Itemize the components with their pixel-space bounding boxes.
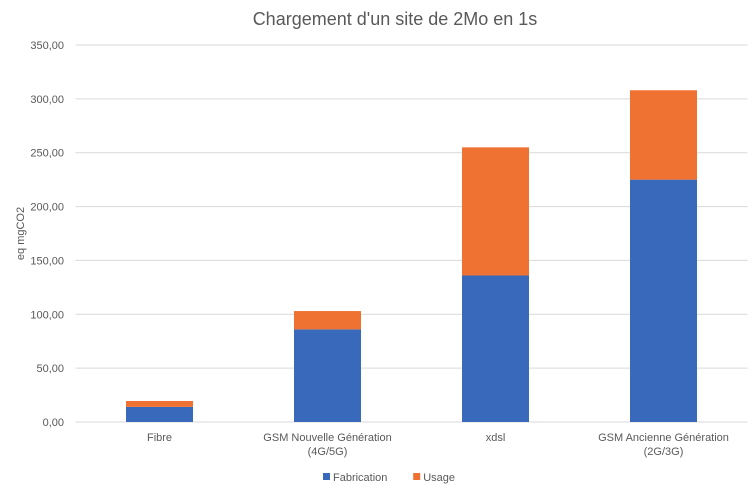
x-tick-label: GSM Nouvelle Génération — [263, 432, 391, 444]
x-tick-label: xdsl — [486, 432, 506, 444]
bar-fabrication-2 — [462, 275, 529, 422]
bar-fabrication-0 — [126, 406, 193, 422]
y-tick-label: 150,00 — [30, 255, 64, 267]
legend-label-usage: Usage — [423, 472, 455, 484]
bar-usage-3 — [630, 90, 697, 180]
x-tick-label: GSM Ancienne Génération — [598, 432, 729, 444]
y-tick-label: 100,00 — [30, 309, 64, 321]
x-tick-label: (4G/5G) — [308, 446, 348, 458]
legend-swatch-fabrication — [323, 473, 330, 480]
y-tick-label: 0,00 — [43, 417, 64, 429]
y-tick-label: 50,00 — [36, 363, 64, 375]
bar-usage-1 — [294, 311, 361, 330]
chart-title: Chargement d'un site de 2Mo en 1s — [253, 9, 538, 29]
bar-fabrication-3 — [630, 179, 697, 422]
y-axis-label: eq mgCO2 — [15, 207, 27, 260]
y-tick-label: 250,00 — [30, 148, 64, 160]
y-tick-label: 200,00 — [30, 202, 64, 214]
x-tick-label: Fibre — [147, 432, 172, 444]
y-tick-label: 350,00 — [30, 40, 64, 52]
legend-swatch-usage — [413, 473, 421, 480]
x-tick-label: (2G/3G) — [644, 446, 684, 458]
bar-fabrication-1 — [294, 329, 361, 422]
y-tick-label: 300,00 — [30, 94, 64, 106]
legend-label-fabrication: Fabrication — [333, 472, 387, 484]
bar-usage-0 — [126, 400, 193, 407]
bar-usage-2 — [462, 147, 529, 276]
